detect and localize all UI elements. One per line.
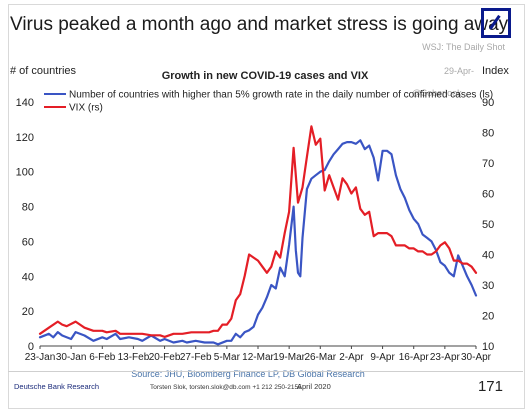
y-right-tick-label: 80 [482, 128, 494, 140]
headline: Virus peaked a month ago and market stre… [10, 14, 509, 35]
footer-brand: Deutsche Bank Research [14, 382, 100, 391]
x-tick-label: 27-Feb [180, 352, 212, 363]
x-tick-label: 12-Mar [242, 352, 274, 363]
watermark-date: 29-Apr- [444, 66, 475, 76]
x-tick-label: 23-Apr [430, 352, 461, 363]
y-left-tick-label: 100 [16, 167, 34, 179]
x-tick-label: 19-Mar [273, 352, 305, 363]
deutsche-bank-logo-icon [481, 8, 511, 38]
y-right-tick-label: 10 [482, 341, 494, 353]
y-right-tick-label: 30 [482, 280, 494, 292]
source-note: Source: JHU, Bloomberg Finance LP, DB Gl… [131, 369, 364, 379]
x-tick-label: 23-Jan [25, 352, 56, 363]
x-tick-label: 2-Apr [339, 352, 364, 363]
x-tick-label: 5-Mar [214, 352, 241, 363]
x-tick-label: 13-Feb [118, 352, 150, 363]
y-left-tick-label: 60 [22, 236, 34, 248]
x-tick-label: 30-Apr [461, 352, 492, 363]
page-number: 171 [477, 378, 503, 395]
y-right-tick-label: 40 [482, 250, 494, 262]
chart-title: Growth in new COVID-19 cases and VIX [162, 70, 369, 82]
footer-divider [8, 371, 523, 372]
y-right-tick-label: 20 [482, 311, 494, 323]
footer-contact: Torsten Slok, torsten.slok@db.com +1 212… [150, 384, 302, 391]
y-left-axis-label: # of countries [10, 65, 77, 77]
y-left-tick-label: 40 [22, 271, 34, 283]
watermark-handle: @Soberlook [412, 88, 462, 98]
y-right-tick-label: 60 [482, 189, 494, 201]
legend-label: Number of countries with higher than 5% … [69, 90, 493, 101]
x-tick-label: 16-Apr [399, 352, 430, 363]
x-tick-label: 9-Apr [370, 352, 395, 363]
x-tick-label: 6-Feb [89, 352, 116, 363]
y-right-tick-label: 50 [482, 219, 494, 231]
x-tick-label: 20-Feb [149, 352, 181, 363]
footer-date: April 2020 [297, 382, 331, 391]
y-right-axis-label: Index [482, 65, 509, 77]
x-tick-label: 26-Mar [304, 352, 336, 363]
series-line-vix [38, 125, 478, 338]
x-tick-label: 30-Jan [56, 352, 87, 363]
series-line-countries [38, 139, 478, 346]
watermark-source: WSJ: The Daily Shot [422, 42, 505, 52]
y-right-tick-label: 70 [482, 158, 494, 170]
y-left-tick-label: 80 [22, 202, 34, 214]
y-left-tick-label: 0 [28, 341, 34, 353]
y-left-tick-label: 120 [16, 132, 34, 144]
y-left-tick-label: 140 [16, 97, 34, 109]
y-left-tick-label: 20 [22, 306, 34, 318]
y-right-tick-label: 90 [482, 97, 494, 109]
legend-label: VIX (rs) [69, 103, 103, 114]
